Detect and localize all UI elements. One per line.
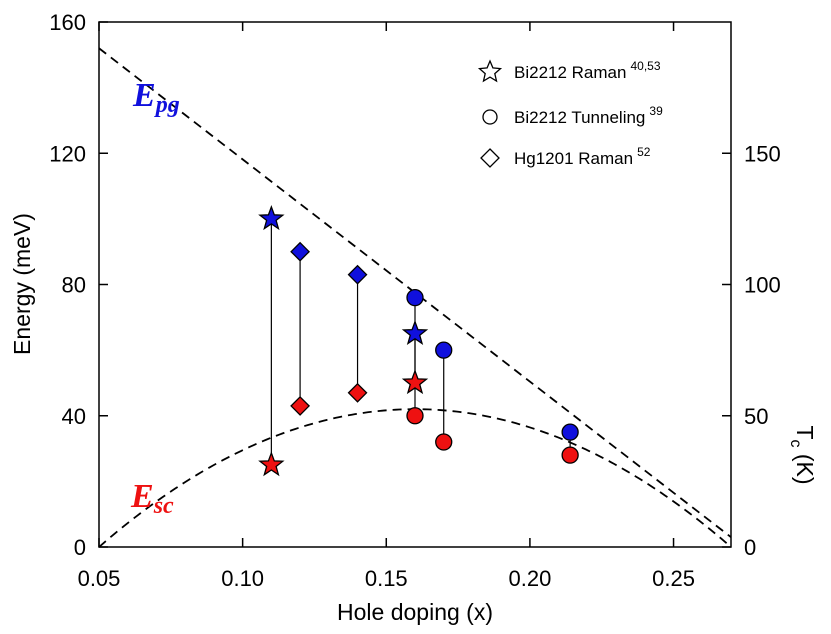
epg-label: Epg — [132, 77, 180, 118]
y2-axis-label-sub: c — [787, 440, 804, 448]
legend-label-0-text: Bi2212 Raman — [514, 63, 626, 82]
plot-frame — [98, 21, 732, 548]
legend-item-circle: Bi2212 Tunneling 39 — [482, 104, 663, 127]
sc-point-star — [258, 451, 285, 477]
pg-point-circle — [435, 341, 453, 359]
y-tick-label: 80 — [62, 273, 86, 298]
legend-label-2-sup: 52 — [637, 145, 651, 159]
y2-axis-label: Tc (K) — [787, 425, 818, 484]
legend-star-icon — [477, 59, 503, 83]
epg-dashed-line — [98, 47, 732, 538]
x-axis-label: Hole doping (x) — [337, 599, 493, 625]
sc-point-circle — [561, 446, 579, 464]
legend-label-2: Hg1201 Raman 52 — [514, 145, 651, 168]
sc-point-circle — [406, 407, 424, 425]
y2-tick-label: 150 — [744, 141, 781, 166]
y-axis-ticks: 0 40 80 120 160 — [49, 10, 108, 560]
y2-axis-ticks: 0 50 100 150 — [722, 141, 781, 560]
legend-item-star: Bi2212 Raman 40,53 — [477, 59, 661, 83]
y2-tick-label: 0 — [744, 535, 756, 560]
legend-label-2-text: Hg1201 Raman — [514, 149, 633, 168]
esc-label-main: E — [130, 478, 154, 515]
epg-label-main: E — [132, 77, 156, 114]
legend-circle-icon — [482, 109, 498, 125]
pg-point-diamond — [347, 264, 368, 285]
x-tick-label: 0.15 — [365, 566, 408, 591]
legend-label-0-sup: 40,53 — [630, 59, 660, 73]
x-tick-label: 0.20 — [508, 566, 551, 591]
pg-point-star — [401, 319, 429, 345]
y-tick-label: 120 — [49, 141, 86, 166]
x-axis-ticks: 0.05 0.10 0.15 0.20 0.25 — [78, 22, 695, 591]
legend-diamond-icon — [480, 148, 500, 168]
sc-point-diamond — [347, 382, 368, 403]
legend-label-1: Bi2212 Tunneling 39 — [514, 104, 663, 127]
y-tick-label: 40 — [62, 404, 86, 429]
y-tick-label: 0 — [74, 535, 86, 560]
data-markers — [258, 205, 579, 477]
sc-point-circle — [435, 433, 453, 451]
y2-axis-label-unit: (K) — [792, 448, 818, 485]
y-axis-label: Energy (meV) — [9, 213, 35, 355]
esc-label-sub: sc — [153, 493, 174, 519]
y2-tick-label: 50 — [744, 404, 768, 429]
legend-label-1-text: Bi2212 Tunneling — [514, 108, 645, 127]
x-tick-label: 0.25 — [652, 566, 695, 591]
esc-dashed-dome — [98, 408, 732, 548]
y-tick-label: 160 — [49, 10, 86, 35]
pg-point-circle — [561, 423, 579, 441]
legend-item-diamond: Hg1201 Raman 52 — [480, 145, 651, 168]
pg-point-diamond — [290, 241, 311, 262]
sc-point-star — [401, 369, 429, 395]
pg-point-star — [258, 205, 285, 231]
epg-label-sub: pg — [154, 92, 180, 118]
sc-point-diamond — [290, 395, 311, 416]
esc-label: Esc — [130, 478, 174, 519]
y2-axis-label-main: T — [792, 425, 818, 439]
legend-label-1-sup: 39 — [649, 104, 663, 118]
x-tick-label: 0.10 — [221, 566, 264, 591]
legend: Bi2212 Raman 40,53 Bi2212 Tunneling 39 Hg1… — [477, 59, 663, 168]
pg-point-circle — [406, 288, 424, 307]
y2-tick-label: 100 — [744, 273, 781, 298]
legend-label-0: Bi2212 Raman 40,53 — [514, 59, 661, 82]
x-tick-label: 0.05 — [78, 566, 121, 591]
